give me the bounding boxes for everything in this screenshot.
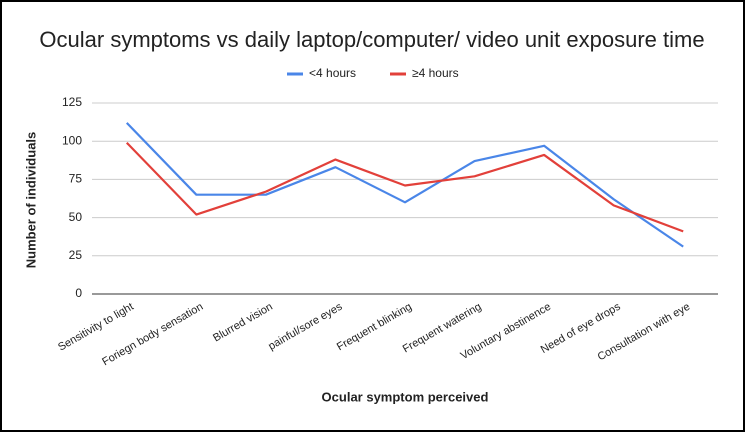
y-tick-label: 25 bbox=[69, 248, 83, 262]
y-axis-title: Number of individuals bbox=[23, 132, 38, 269]
y-tick-label: 0 bbox=[75, 286, 82, 300]
series-line bbox=[125, 141, 684, 233]
y-tick-label: 100 bbox=[62, 133, 82, 147]
chart-title: Ocular symptoms vs daily laptop/computer… bbox=[39, 27, 704, 52]
y-tick-label: 50 bbox=[69, 210, 83, 224]
series-line bbox=[125, 122, 684, 248]
y-tick-label: 75 bbox=[69, 172, 83, 186]
legend-label: <4 hours bbox=[309, 66, 356, 80]
legend-label: ≥4 hours bbox=[412, 66, 459, 80]
y-tick-label: 125 bbox=[62, 95, 82, 109]
x-axis-title: Ocular symptom perceived bbox=[322, 389, 489, 404]
